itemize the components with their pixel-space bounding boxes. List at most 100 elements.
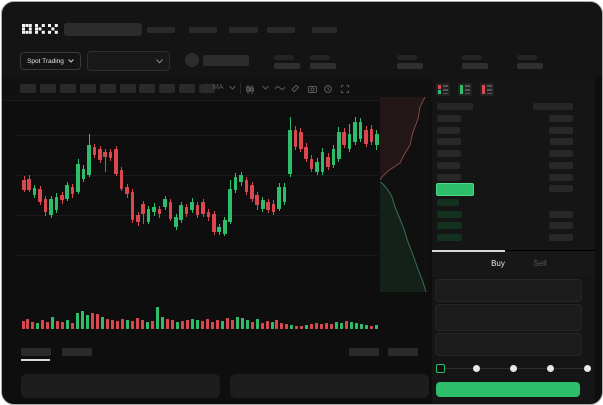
ask-row[interactable]: [432, 126, 595, 137]
interval-button[interactable]: [159, 84, 176, 93]
interval-button[interactable]: [79, 84, 96, 93]
candle-body-up: [277, 187, 281, 209]
fullscreen-expand-icon[interactable]: [341, 85, 349, 93]
volume-bar: [41, 320, 45, 329]
candle-body-up: [315, 162, 319, 172]
bid-row[interactable]: [432, 199, 595, 209]
draw-pencil-icon[interactable]: [291, 85, 299, 93]
ask-amount-placeholder: [549, 115, 573, 122]
chevron-down-icon[interactable]: [262, 85, 269, 90]
ask-row[interactable]: [432, 161, 595, 172]
interval-button[interactable]: [59, 84, 76, 93]
settings-clock-icon[interactable]: [324, 85, 332, 93]
bottom-tab[interactable]: [62, 348, 92, 356]
ask-amount-placeholder: [549, 150, 573, 158]
candle-body-down: [293, 130, 298, 147]
order-input-field[interactable]: [435, 304, 582, 331]
slider-stop[interactable]: [510, 365, 517, 372]
bid-row[interactable]: [432, 210, 595, 221]
ask-amount-placeholder: [549, 161, 573, 169]
candle-body-down: [70, 187, 75, 194]
volume-bar: [320, 324, 324, 329]
last-price-badge: [436, 183, 474, 196]
volume-bar: [200, 321, 204, 329]
bottom-bar-item[interactable]: [388, 348, 418, 356]
order-input-field[interactable]: [435, 333, 582, 356]
toolbar-divider: [240, 83, 241, 94]
search-input[interactable]: [64, 23, 142, 36]
chevron-down-icon[interactable]: [229, 85, 236, 90]
ask-row[interactable]: [432, 138, 595, 148]
bottom-action-box[interactable]: [230, 374, 429, 398]
ob-view-combined-book-icon[interactable]: [436, 83, 450, 96]
interval-button[interactable]: [99, 84, 116, 93]
bottom-tab[interactable]: [21, 348, 51, 356]
bid-row[interactable]: [432, 222, 595, 232]
volume-bar: [325, 323, 329, 329]
volume-bar: [375, 325, 379, 329]
order-book-panel: Buy Sell: [432, 77, 595, 404]
candle-body-down: [114, 149, 118, 174]
volume-bar: [210, 322, 214, 329]
ask-row[interactable]: [432, 115, 595, 125]
slider-handle[interactable]: [436, 364, 445, 373]
candlestick-chart[interactable]: [2, 100, 379, 340]
market-type-selector[interactable]: Spot Trading: [20, 52, 81, 70]
nav-link[interactable]: [189, 27, 217, 33]
buy-submit-button[interactable]: [436, 382, 580, 397]
candle-body-down: [168, 202, 173, 219]
okx-logo[interactable]: [22, 24, 60, 35]
nav-link[interactable]: [147, 27, 175, 33]
volume-bar: [260, 323, 264, 329]
candle-body-down: [271, 204, 276, 212]
buy-tab[interactable]: Buy: [491, 259, 505, 268]
ask-row[interactable]: [432, 150, 595, 160]
slider-stop[interactable]: [584, 365, 591, 372]
volume-bar: [155, 307, 159, 329]
depth-chart[interactable]: [380, 97, 430, 292]
sell-tab[interactable]: Sell: [533, 259, 547, 268]
stat-label-placeholder: [397, 55, 417, 60]
ob-view-asks-only-icon[interactable]: [480, 83, 494, 96]
ask-row[interactable]: [432, 173, 595, 184]
bottom-bar-item[interactable]: [349, 348, 379, 356]
snapshot-camera-icon[interactable]: [308, 85, 317, 93]
candle-body-up: [65, 185, 70, 199]
toolbar-divider: [207, 83, 208, 94]
volume-bar: [335, 322, 339, 329]
interval-button[interactable]: [20, 84, 36, 93]
volume-bar: [365, 325, 369, 329]
interval-button[interactable]: [179, 84, 196, 93]
slider-stop[interactable]: [473, 365, 480, 372]
order-input-field[interactable]: [435, 279, 582, 302]
nav-link[interactable]: [312, 27, 337, 33]
ask-price-placeholder: [437, 173, 461, 181]
candle-style-icon[interactable]: [246, 85, 254, 94]
candle-body-up: [331, 149, 336, 165]
ob-view-bids-only-icon[interactable]: [458, 83, 472, 96]
bottom-action-box[interactable]: [21, 374, 220, 398]
ma-indicator-button[interactable]: MA: [213, 84, 224, 91]
nav-link[interactable]: [229, 27, 258, 33]
candle-body-down: [342, 132, 346, 145]
interval-button[interactable]: [139, 84, 156, 93]
volume-bar: [21, 321, 25, 329]
volume-bar: [340, 323, 344, 329]
volume-bar: [360, 324, 364, 329]
slider-stop[interactable]: [547, 365, 554, 372]
interval-button[interactable]: [39, 84, 56, 93]
ask-amount-placeholder: [549, 126, 573, 134]
pair-selector-dropdown[interactable]: [87, 51, 170, 71]
candle-body-down: [206, 212, 211, 217]
compare-wave-icon[interactable]: [275, 85, 285, 91]
volume-bar: [56, 321, 60, 329]
ask-price-placeholder: [437, 115, 461, 122]
last-price-row[interactable]: [432, 183, 595, 196]
candle-body-down: [326, 157, 330, 167]
volume-bar: [240, 318, 244, 329]
bid-row[interactable]: [432, 234, 595, 244]
interval-button[interactable]: [119, 84, 136, 93]
volume-bar: [345, 321, 349, 329]
candle-body-down: [195, 205, 200, 215]
nav-link[interactable]: [267, 27, 295, 33]
